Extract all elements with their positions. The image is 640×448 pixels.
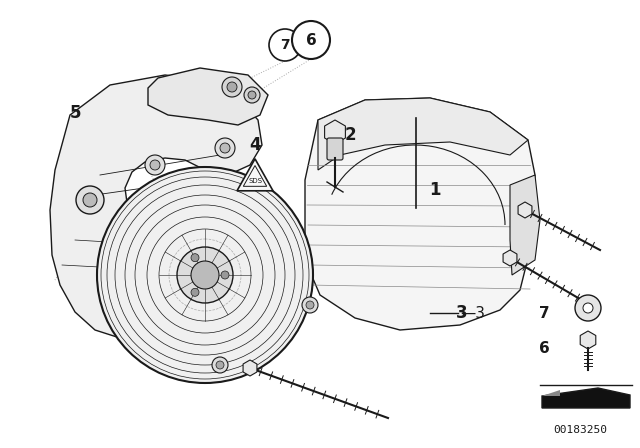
Circle shape	[150, 160, 160, 170]
Text: 2: 2	[344, 126, 356, 144]
Circle shape	[269, 29, 301, 61]
Polygon shape	[580, 331, 596, 349]
Text: —3: —3	[460, 306, 485, 320]
Circle shape	[83, 193, 97, 207]
Polygon shape	[305, 98, 535, 330]
Polygon shape	[237, 159, 273, 191]
Polygon shape	[318, 98, 528, 170]
Polygon shape	[542, 390, 560, 396]
Polygon shape	[542, 388, 630, 408]
Text: 7: 7	[280, 38, 290, 52]
Circle shape	[76, 186, 104, 214]
Circle shape	[145, 155, 165, 175]
Circle shape	[248, 91, 256, 99]
Text: 00183250: 00183250	[553, 425, 607, 435]
Circle shape	[215, 138, 235, 158]
Text: 6: 6	[306, 33, 316, 47]
Polygon shape	[503, 250, 517, 266]
Text: 1: 1	[429, 181, 441, 199]
Text: 4: 4	[249, 136, 261, 154]
Circle shape	[216, 361, 224, 369]
Circle shape	[302, 297, 318, 313]
Text: 5: 5	[69, 104, 81, 122]
Circle shape	[575, 295, 601, 321]
Circle shape	[191, 254, 199, 262]
Text: SDS: SDS	[248, 178, 262, 184]
Circle shape	[177, 247, 233, 303]
Circle shape	[97, 167, 313, 383]
Text: 3: 3	[456, 304, 468, 322]
Polygon shape	[510, 175, 540, 275]
Circle shape	[292, 21, 330, 59]
Polygon shape	[518, 202, 532, 218]
Text: 7: 7	[539, 306, 549, 320]
Polygon shape	[148, 68, 268, 125]
Circle shape	[191, 289, 199, 296]
Polygon shape	[324, 120, 346, 144]
Circle shape	[212, 357, 228, 373]
Circle shape	[220, 143, 230, 153]
Circle shape	[583, 303, 593, 313]
Circle shape	[306, 301, 314, 309]
Circle shape	[221, 271, 229, 279]
FancyBboxPatch shape	[327, 138, 343, 160]
Text: 6: 6	[539, 340, 549, 356]
Circle shape	[227, 82, 237, 92]
Circle shape	[191, 261, 219, 289]
Polygon shape	[50, 75, 262, 338]
Circle shape	[222, 77, 242, 97]
Polygon shape	[243, 360, 257, 376]
Circle shape	[244, 87, 260, 103]
